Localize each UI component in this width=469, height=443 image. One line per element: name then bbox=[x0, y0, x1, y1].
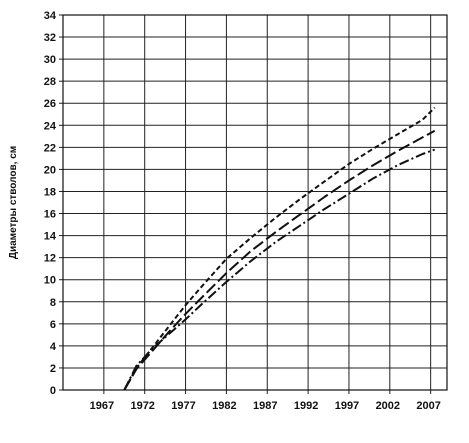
y-tick-label: 34 bbox=[44, 10, 57, 22]
series-line-2 bbox=[123, 129, 436, 391]
series-line-3 bbox=[123, 148, 436, 391]
y-tick-label: 20 bbox=[44, 164, 56, 176]
y-tick-label: 14 bbox=[44, 231, 57, 243]
plot-border bbox=[62, 14, 448, 391]
y-axis-label: Диаметры стволов, см bbox=[8, 146, 19, 259]
y-tick-label: 28 bbox=[44, 76, 56, 88]
series-line-1 bbox=[123, 106, 436, 391]
x-tick-label: 1972 bbox=[130, 400, 154, 412]
y-tick-label: 10 bbox=[44, 275, 56, 287]
x-tick-label: 1992 bbox=[294, 400, 318, 412]
x-tick-label: 1982 bbox=[212, 400, 236, 412]
x-tick-label: 2007 bbox=[416, 400, 440, 412]
x-tick-label: 1977 bbox=[171, 400, 195, 412]
y-tick-label: 24 bbox=[44, 120, 57, 132]
x-axis-ticks: 1967 1972 1977 1982 1987 1992 1997 2002 2007 bbox=[90, 400, 441, 412]
y-tick-label: 2 bbox=[50, 363, 56, 375]
series-lines bbox=[123, 106, 436, 391]
y-tick-label: 8 bbox=[50, 297, 56, 309]
y-tick-label: 30 bbox=[44, 54, 56, 66]
y-tick-label: 22 bbox=[44, 142, 56, 154]
y-tick-label: 6 bbox=[50, 319, 56, 331]
x-tick-label: 1997 bbox=[335, 400, 359, 412]
y-tick-label: 0 bbox=[50, 385, 56, 397]
y-tick-label: 26 bbox=[44, 98, 56, 110]
x-tick-label: 1967 bbox=[90, 400, 114, 412]
plot-area bbox=[63, 15, 447, 390]
x-tick-label: 1987 bbox=[253, 400, 277, 412]
y-tick-label: 12 bbox=[44, 253, 56, 265]
x-tick-label: 2002 bbox=[376, 400, 400, 412]
y-tick-label: 32 bbox=[44, 32, 56, 44]
y-tick-label: 18 bbox=[44, 186, 56, 198]
y-tick-label: 16 bbox=[44, 209, 56, 221]
y-tick-label: 4 bbox=[50, 341, 57, 353]
